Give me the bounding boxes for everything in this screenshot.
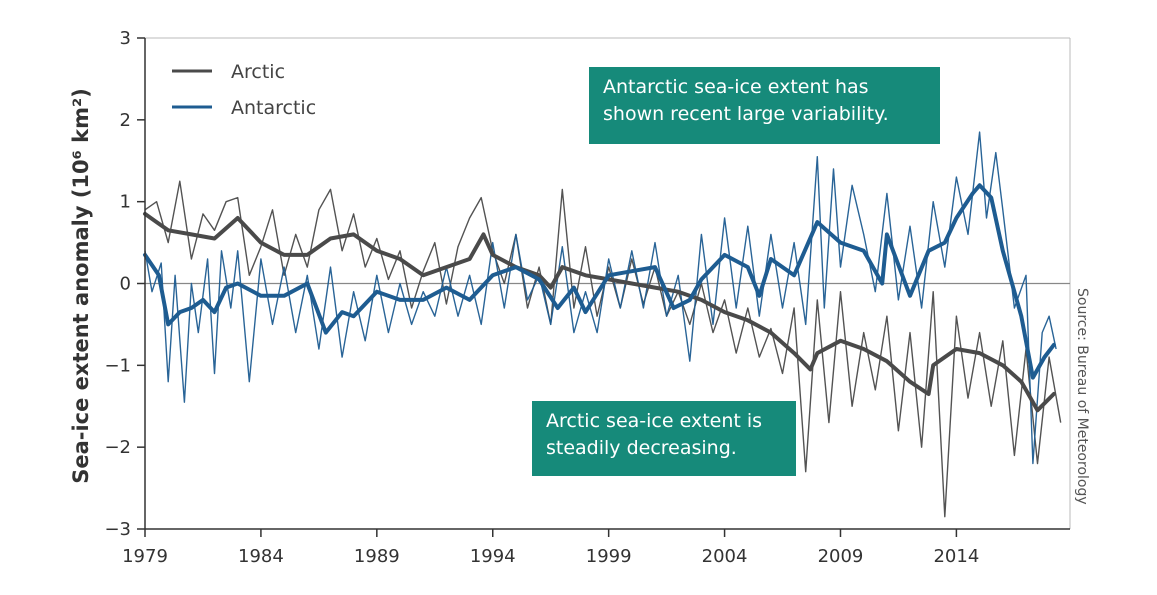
axis-layer: 3 2 1 0 −1 −2 −3 1979 1984 1989 1994 1999 2004 2009 20… <box>104 28 1070 567</box>
x-tick-label: 1979 <box>122 546 168 567</box>
x-tick-label: 2014 <box>933 546 979 567</box>
antarctic-callout: Antarctic sea-ice extent has shown recen… <box>589 67 940 144</box>
legend-label-arctic: Arctic <box>231 61 285 83</box>
y-tick-label: 0 <box>120 274 131 295</box>
arctic-callout-line2: steadily decreasing. <box>546 437 737 459</box>
x-tick-label: 2009 <box>818 546 864 567</box>
y-tick-label: 2 <box>120 110 131 131</box>
y-axis-title: Sea-ice extent anomaly (10⁶ km²) <box>69 88 93 484</box>
antarctic-smoothed-series-line <box>143 183 1056 380</box>
legend-label-antarctic: Antarctic <box>231 97 316 119</box>
x-tick-label: 1984 <box>238 546 284 567</box>
series-layer <box>143 131 1062 518</box>
y-tick-label: 3 <box>120 28 131 49</box>
arctic-callout: Arctic sea-ice extent is steadily decrea… <box>532 401 796 476</box>
y-tick-label: −1 <box>104 355 131 376</box>
source-label: Source: Bureau of Meteorology <box>1074 288 1090 505</box>
legend: Arctic Antarctic <box>172 61 316 119</box>
arctic-smoothed-series-line <box>143 211 1056 413</box>
y-tick-label: 1 <box>120 192 131 213</box>
y-tick-label: −2 <box>104 437 131 458</box>
x-tick-label: 2004 <box>702 546 748 567</box>
y-tick-label: −3 <box>104 519 131 540</box>
x-tick-label: 1999 <box>586 546 632 567</box>
antarctic-callout-line2: shown recent large variability. <box>603 103 889 125</box>
arctic-callout-line1: Arctic sea-ice extent is <box>546 410 763 432</box>
x-tick-label: 1994 <box>470 546 516 567</box>
x-tick-label: 1989 <box>354 546 400 567</box>
antarctic-callout-line1: Antarctic sea-ice extent has <box>603 76 869 98</box>
